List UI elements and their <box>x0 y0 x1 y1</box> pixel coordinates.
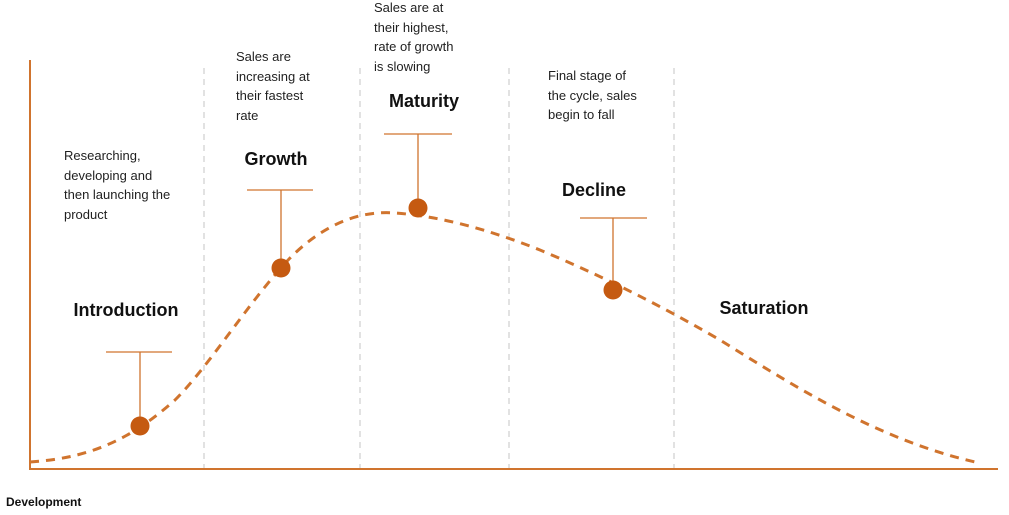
growth-description-line: increasing at <box>236 68 310 84</box>
introduction-marker <box>130 416 150 436</box>
decline-description: Final stage of the cycle, sales begin to… <box>548 66 637 125</box>
stage-label-introduction: Introduction <box>73 300 179 320</box>
decline-marker <box>603 280 623 300</box>
introduction-description-line: Researching, <box>64 148 141 163</box>
introduction-description: Researching, developing and then launchi… <box>64 146 170 224</box>
decline-description-line: the cycle, sales <box>548 87 637 103</box>
stage-label-maturity: Maturity <box>388 91 460 111</box>
growth-description-line: their fastest <box>236 88 304 103</box>
growth-marker <box>271 258 291 278</box>
decline-description-line: begin to fall <box>548 107 615 122</box>
introduction-description-line: then launching the <box>64 187 171 202</box>
introduction-description-line: developing and <box>64 167 153 183</box>
growth-description: Sales are increasing at their fastest ra… <box>236 47 310 125</box>
growth-description-line: Sales are <box>236 49 291 64</box>
maturity-description-line: rate of growth <box>374 39 454 54</box>
decline-description-line: Final stage of <box>548 68 627 83</box>
maturity-description-line: their highest, <box>374 19 449 35</box>
x-axis-caption: Development <box>6 495 82 509</box>
stage-label-decline: Decline <box>561 180 627 200</box>
stage-label-saturation: Saturation <box>719 298 809 318</box>
introduction-description-line: product <box>64 206 108 222</box>
maturity-description-line: is slowing <box>374 58 431 74</box>
maturity-description: Sales are at their highest, rate of grow… <box>374 0 454 76</box>
maturity-description-line: Sales are at <box>374 0 444 15</box>
maturity-marker <box>408 198 428 218</box>
life-cycle-curve <box>29 211 976 464</box>
growth-description-line: rate <box>236 107 259 123</box>
stage-label-growth: Growth <box>244 149 308 169</box>
